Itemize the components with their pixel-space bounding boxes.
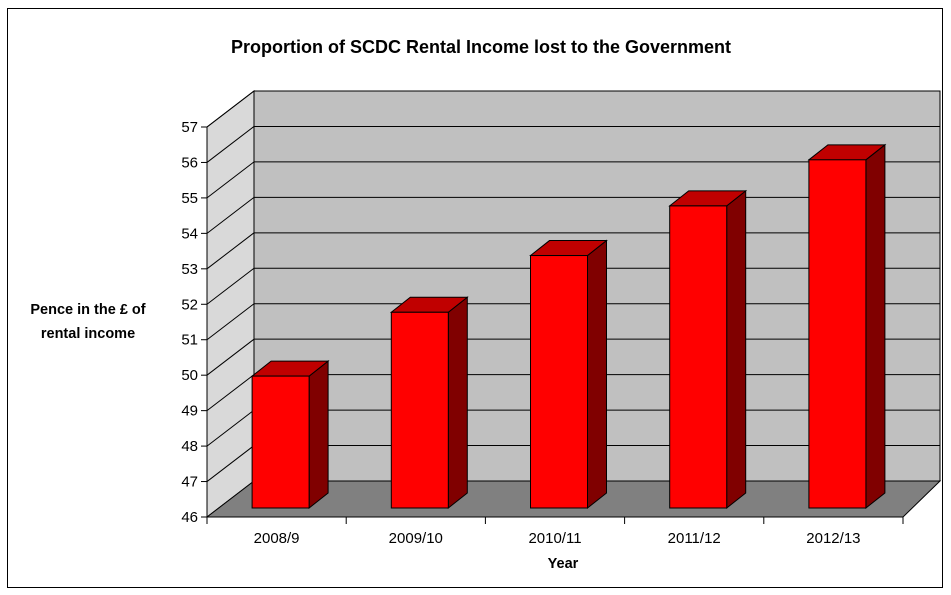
- y-tick-label: 55: [181, 190, 198, 207]
- y-tick-label: 46: [181, 509, 198, 526]
- bar-front-face: [251, 375, 310, 509]
- bar-front-face: [530, 255, 588, 509]
- gridline-side: [206, 126, 255, 163]
- bar-side-face: [308, 360, 329, 510]
- y-tick-label: 54: [181, 225, 198, 242]
- x-tick-label: 2012/13: [806, 530, 860, 547]
- gridline-side: [206, 90, 255, 128]
- bar-side-face: [865, 143, 886, 510]
- x-tick-label: 2011/12: [668, 530, 721, 547]
- bar-front-face: [669, 205, 728, 509]
- chart-title: Proportion of SCDC Rental Income lost to…: [231, 37, 731, 57]
- bar-2012/13: [807, 143, 887, 510]
- bar-2011/12: [668, 189, 748, 510]
- x-tick-label: 2008/9: [254, 530, 300, 547]
- y-tick-label: 51: [181, 332, 198, 349]
- bar-side-face: [587, 239, 607, 510]
- bar-2009/10: [389, 296, 469, 510]
- y-tick-label: 56: [181, 154, 198, 171]
- gridline-side: [206, 409, 255, 447]
- x-tick-label: 2010/11: [528, 530, 581, 547]
- gridline-side: [206, 196, 255, 234]
- bar-2008/9: [250, 360, 330, 510]
- bar-side-face: [447, 296, 468, 510]
- y-axis-label-line-2: rental income: [41, 326, 135, 342]
- y-tick-label: 49: [181, 403, 198, 420]
- gridline-side: [206, 445, 255, 482]
- y-tick-label: 48: [181, 438, 198, 455]
- bar-2010/11: [529, 239, 608, 510]
- gridline-side: [206, 374, 255, 412]
- gridline-side: [206, 232, 255, 270]
- x-tick-label: 2009/10: [389, 530, 443, 547]
- y-tick-label: 50: [181, 367, 198, 384]
- y-tick-label: 47: [181, 474, 198, 491]
- y-tick-label: 53: [181, 261, 198, 278]
- bar-side-face: [726, 189, 747, 510]
- gridline-side: [206, 161, 255, 199]
- y-tick-label: 57: [181, 119, 198, 136]
- x-axis-label: Year: [548, 556, 579, 572]
- y-axis-label-line-1: Pence in the £ of: [30, 302, 145, 318]
- bar-front-face: [808, 159, 867, 509]
- bar-chart: 46 47 48 49 50 51 52 53 54 55 56 57 2008/9 2009/10 20…: [30, 37, 942, 572]
- gridline-side: [206, 267, 255, 305]
- chart-frame: 46 47 48 49 50 51 52 53 54 55 56 57 2008/9 2009/10 20…: [7, 8, 943, 588]
- gridline-side: [206, 338, 255, 376]
- bar-front-face: [390, 311, 449, 509]
- y-tick-label: 52: [181, 296, 198, 313]
- side-wall: [206, 89, 255, 519]
- gridline-side: [206, 303, 255, 341]
